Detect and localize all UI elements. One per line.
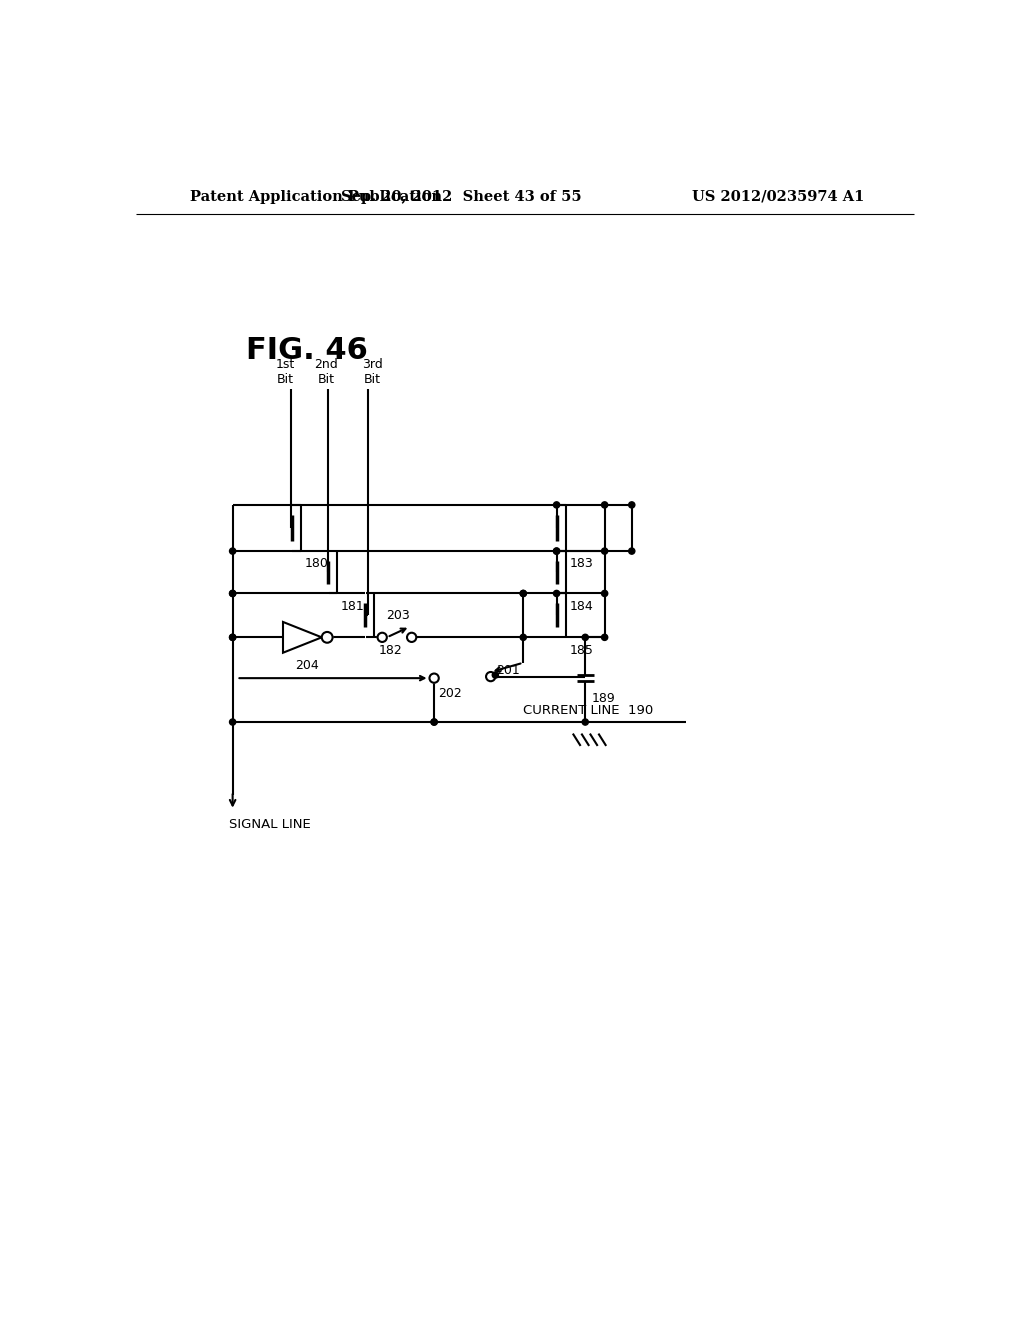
- Text: 201: 201: [496, 664, 520, 677]
- Circle shape: [486, 672, 496, 681]
- Circle shape: [520, 635, 526, 640]
- Text: 2nd
Bit: 2nd Bit: [314, 358, 338, 385]
- Circle shape: [431, 719, 437, 725]
- Circle shape: [229, 719, 236, 725]
- Text: FIG. 46: FIG. 46: [246, 337, 368, 366]
- Text: 185: 185: [569, 644, 594, 656]
- Circle shape: [378, 632, 387, 642]
- Circle shape: [229, 635, 236, 640]
- Circle shape: [554, 590, 560, 597]
- Circle shape: [629, 502, 635, 508]
- Circle shape: [601, 635, 607, 640]
- Text: 204: 204: [295, 659, 318, 672]
- Text: 1st
Bit: 1st Bit: [275, 358, 295, 385]
- Text: 182: 182: [378, 644, 402, 656]
- Circle shape: [583, 635, 589, 640]
- Text: 3rd
Bit: 3rd Bit: [361, 358, 383, 385]
- Circle shape: [322, 632, 333, 643]
- Circle shape: [431, 719, 437, 725]
- Circle shape: [493, 672, 499, 678]
- Circle shape: [229, 590, 236, 597]
- Polygon shape: [283, 622, 322, 653]
- Text: Sep. 20, 2012  Sheet 43 of 55: Sep. 20, 2012 Sheet 43 of 55: [341, 190, 582, 203]
- Circle shape: [601, 548, 607, 554]
- Text: US 2012/0235974 A1: US 2012/0235974 A1: [692, 190, 864, 203]
- Circle shape: [407, 632, 417, 642]
- Text: Patent Application Publication: Patent Application Publication: [190, 190, 442, 203]
- Circle shape: [520, 590, 526, 597]
- Text: CURRENT LINE  190: CURRENT LINE 190: [523, 705, 653, 718]
- Circle shape: [429, 673, 438, 682]
- Circle shape: [229, 635, 236, 640]
- Text: 202: 202: [438, 688, 462, 701]
- Circle shape: [229, 590, 236, 597]
- Circle shape: [520, 590, 526, 597]
- Text: SIGNAL LINE: SIGNAL LINE: [228, 818, 310, 832]
- Text: 189: 189: [592, 692, 615, 705]
- Text: 183: 183: [569, 557, 594, 570]
- Circle shape: [601, 502, 607, 508]
- Text: 203: 203: [386, 609, 410, 622]
- Circle shape: [554, 502, 560, 508]
- Text: 180: 180: [305, 557, 329, 570]
- Circle shape: [554, 548, 560, 554]
- Text: 181: 181: [341, 599, 365, 612]
- Circle shape: [554, 548, 560, 554]
- Circle shape: [601, 590, 607, 597]
- Circle shape: [629, 548, 635, 554]
- Text: 184: 184: [569, 599, 594, 612]
- Circle shape: [229, 548, 236, 554]
- Circle shape: [583, 719, 589, 725]
